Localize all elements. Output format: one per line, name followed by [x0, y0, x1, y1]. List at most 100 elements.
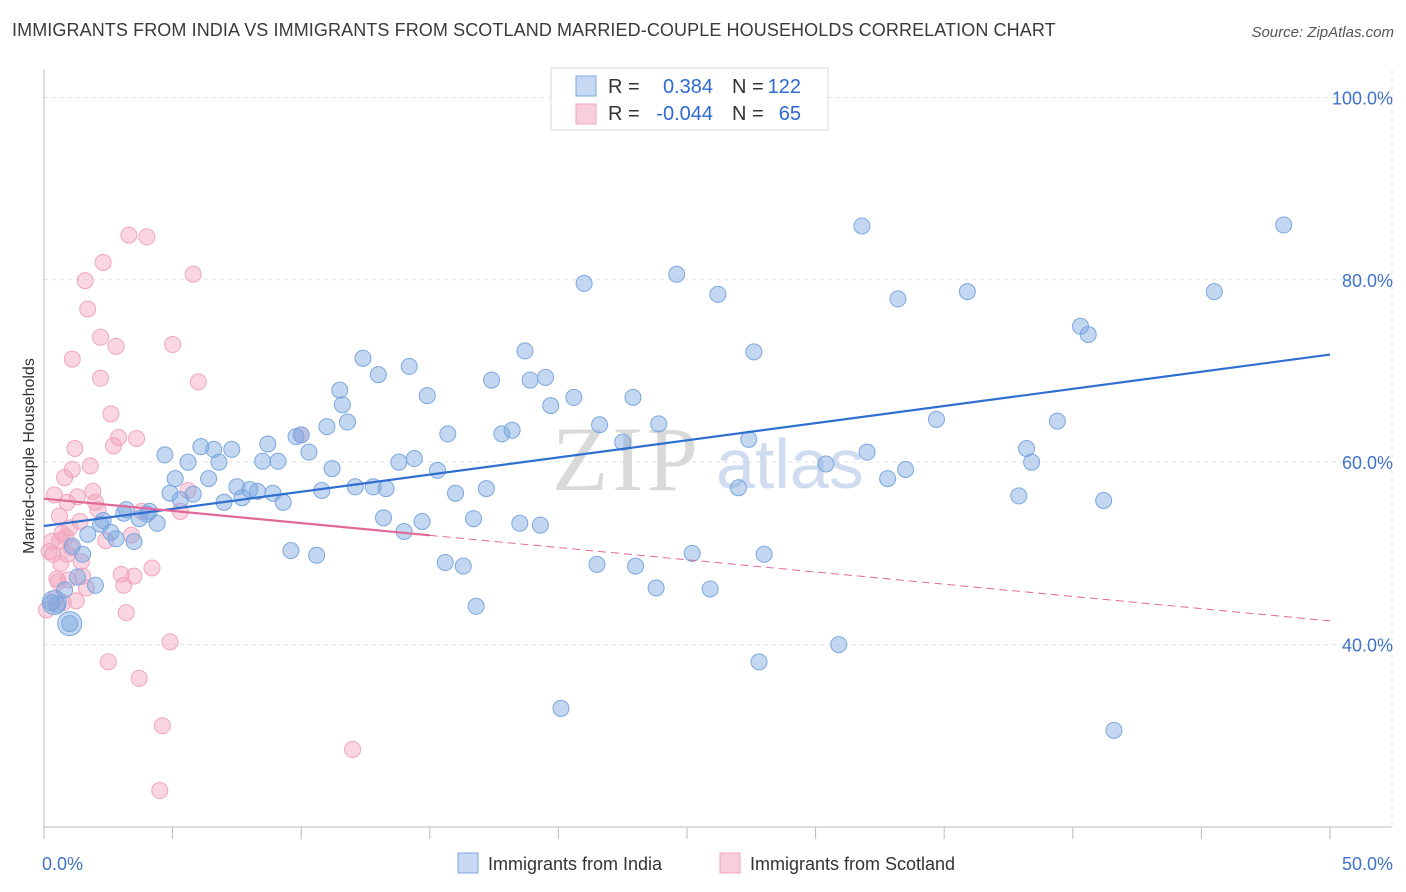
x-tick-labels: 0.0% 50.0%	[42, 854, 1393, 874]
legend-n-value-india: 122	[768, 76, 801, 98]
scotland-point	[67, 592, 85, 610]
india-point	[269, 452, 287, 470]
india-point	[575, 274, 593, 292]
scotland-point	[138, 228, 156, 246]
india-point	[1079, 325, 1097, 343]
india-point	[1275, 216, 1293, 234]
legend-swatch-india	[575, 75, 597, 97]
india-point	[228, 478, 246, 496]
india-point	[889, 290, 907, 308]
india-point	[79, 525, 97, 543]
bottom-legend-swatch-scotland	[719, 852, 741, 874]
india-point	[74, 545, 92, 563]
india-point	[223, 440, 241, 458]
india-point	[830, 636, 848, 654]
scotland-point	[92, 369, 110, 387]
india-point	[184, 485, 202, 503]
india-point	[369, 366, 387, 384]
scotland-point	[97, 532, 115, 550]
india-point	[413, 512, 431, 530]
scotland-point	[184, 265, 202, 283]
india-point	[531, 516, 549, 534]
scotland-point	[84, 482, 102, 500]
legend-r-value-india: 0.384	[663, 76, 713, 98]
scotland-point	[99, 653, 117, 671]
india-point	[390, 453, 408, 471]
scotland-point	[89, 501, 107, 519]
india-point	[439, 425, 457, 443]
series-india-points	[41, 216, 1293, 739]
india-point	[701, 580, 719, 598]
india-point	[552, 699, 570, 717]
india-point	[668, 265, 686, 283]
india-point	[61, 615, 79, 633]
scotland-point	[107, 337, 125, 355]
bottom-legend-swatch-india	[457, 852, 479, 874]
india-point	[179, 453, 197, 471]
india-point-large	[57, 611, 83, 637]
india-point	[274, 493, 292, 511]
scotland-point	[79, 300, 97, 318]
india-point	[68, 568, 86, 586]
india-point	[683, 544, 701, 562]
india-point	[511, 514, 529, 532]
india-point	[192, 438, 210, 456]
scotland-point	[63, 350, 81, 368]
india-point	[125, 533, 143, 551]
india-point	[1095, 491, 1113, 509]
scotland-point	[117, 604, 135, 622]
watermark-zip: ZIP	[552, 408, 702, 510]
india-point	[156, 446, 174, 464]
india-point	[853, 217, 871, 235]
india-point	[588, 555, 606, 573]
trend-lines	[43, 353, 1331, 622]
india-point	[565, 388, 583, 406]
india-point	[750, 653, 768, 671]
legend-r-label-india: R =	[608, 76, 640, 98]
india-point	[467, 597, 485, 615]
scotland-point	[81, 457, 99, 475]
india-point	[292, 426, 310, 444]
india-point	[647, 579, 665, 597]
india-point	[1205, 283, 1223, 301]
india-point	[858, 443, 876, 461]
legend-n-label-scotland: N =	[732, 103, 764, 125]
y-tick-label: 80.0%	[1342, 271, 1393, 291]
watermark: ZIP atlas	[552, 408, 864, 510]
india-point	[447, 484, 465, 502]
scotland-point	[104, 437, 122, 455]
scotland-point	[110, 429, 128, 447]
india-point	[1010, 487, 1028, 505]
india-point	[107, 530, 125, 548]
x-tick-label-max: 50.0%	[1342, 854, 1393, 874]
india-point	[148, 514, 166, 532]
india-point	[436, 554, 454, 572]
india-point	[542, 397, 560, 415]
scotland-trend-line-solid	[43, 497, 430, 537]
india-point	[1023, 453, 1041, 471]
india-point	[516, 342, 534, 360]
india-point	[166, 470, 184, 488]
india-point	[205, 440, 223, 458]
india-point	[377, 480, 395, 498]
india-point	[745, 343, 763, 361]
bottom-legend-label-scotland: Immigrants from Scotland	[750, 854, 955, 874]
india-point	[331, 381, 349, 399]
series-legend: Immigrants from India Immigrants from Sc…	[457, 852, 955, 874]
source-label: Source: ZipAtlas.com	[1251, 24, 1394, 41]
india-point	[709, 285, 727, 303]
axes	[43, 70, 1392, 839]
india-point	[729, 479, 747, 497]
india-point	[429, 461, 447, 479]
scotland-point	[52, 554, 70, 572]
india-point	[1048, 412, 1066, 430]
india-point	[210, 453, 228, 471]
india-point	[503, 421, 521, 439]
india-point	[614, 433, 632, 451]
india-point	[927, 410, 945, 428]
y-tick-labels: 40.0% 60.0% 80.0% 100.0%	[1332, 88, 1393, 655]
india-point	[56, 581, 74, 599]
india-point	[418, 387, 436, 405]
india-point	[1105, 721, 1123, 739]
india-point	[879, 470, 897, 488]
